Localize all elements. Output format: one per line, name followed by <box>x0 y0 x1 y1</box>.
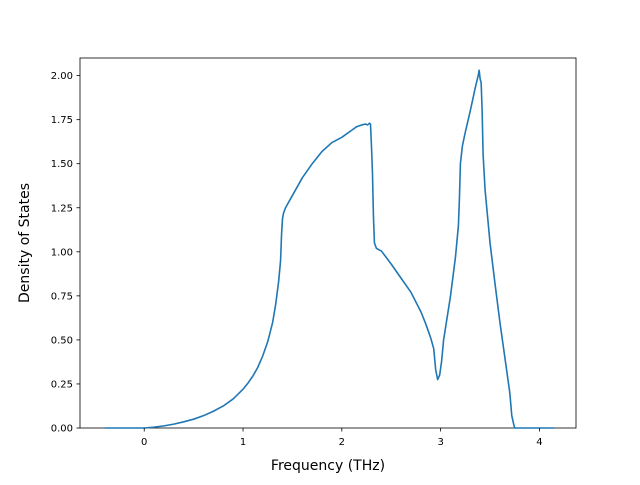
x-tick-label: 2 <box>339 437 345 448</box>
data-layer <box>104 69 555 429</box>
x-tick-label: 3 <box>437 437 443 448</box>
plot-area-frame <box>79 57 577 429</box>
y-tick-label: 1.25 <box>51 203 73 214</box>
y-axis: 0.00 0.25 0.50 0.75 1.00 1.25 1.50 1.75 2.00 <box>51 71 80 435</box>
x-tick-label: 0 <box>141 437 147 448</box>
x-axis: 0 1 2 3 4 <box>141 428 543 448</box>
x-tick-label: 4 <box>536 437 542 448</box>
y-tick-label: 1.50 <box>51 159 73 170</box>
y-tick-label: 0.00 <box>51 424 73 435</box>
x-axis-label: Frequency (THz) <box>271 458 385 474</box>
x-tick-label: 1 <box>240 437 246 448</box>
y-tick-label: 1.75 <box>51 115 73 126</box>
y-axis-label: Density of States <box>17 183 33 303</box>
series-line-0 <box>104 69 555 429</box>
y-tick-label: 1.00 <box>51 247 73 258</box>
y-tick-label: 0.50 <box>51 335 73 346</box>
y-tick-label: 0.75 <box>51 291 73 302</box>
y-tick-label: 2.00 <box>51 71 73 82</box>
y-tick-label: 0.25 <box>51 379 73 390</box>
